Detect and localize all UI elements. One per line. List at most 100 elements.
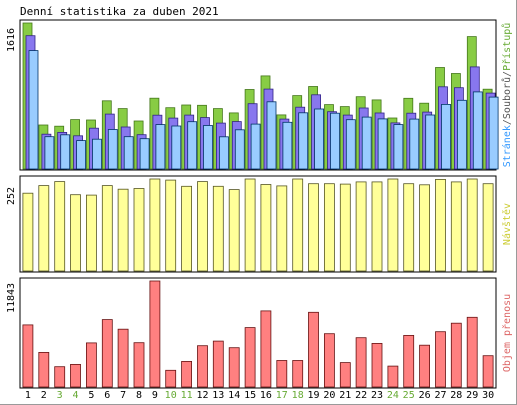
panel-max-label: 252 (6, 187, 17, 205)
bar (371, 342, 383, 388)
bar (387, 178, 399, 272)
x-tick-label: 9 (152, 390, 158, 401)
bar (197, 181, 208, 272)
bar (260, 310, 272, 388)
legend-entry: Objem přenosu (501, 294, 513, 372)
bar (28, 50, 39, 170)
bar (86, 194, 97, 272)
bar (276, 185, 288, 272)
x-tick-label: 30 (482, 390, 494, 401)
bar (403, 334, 415, 388)
series-Objem přenosu (22, 280, 494, 388)
bar (107, 129, 118, 170)
x-tick-label: 10 (165, 390, 177, 401)
legend-entry: Stránek (501, 125, 513, 167)
bar (86, 342, 97, 388)
panel-mid: 252 Návštěv (6, 175, 513, 273)
bar (266, 101, 277, 170)
x-tick-label: 29 (466, 390, 478, 401)
bar (339, 362, 351, 388)
bar (419, 184, 431, 272)
bar (92, 138, 102, 170)
bar (133, 342, 145, 388)
bar (466, 316, 478, 388)
bar (38, 185, 50, 272)
x-tick-label: 1 (25, 390, 31, 401)
legend-entry: / (502, 119, 513, 125)
bar (409, 118, 420, 170)
bar (54, 366, 66, 388)
x-tick-label: 7 (120, 390, 126, 401)
bar (466, 178, 478, 272)
bar (117, 328, 129, 388)
bar (165, 369, 177, 388)
bar (181, 360, 193, 388)
bar (441, 104, 451, 170)
bar (149, 178, 161, 272)
x-tick-label: 20 (323, 390, 335, 401)
bar (44, 136, 55, 170)
bar (314, 108, 325, 170)
bar (22, 324, 34, 388)
panel-bottom: 11843 Objem přenosu (6, 277, 513, 389)
x-tick-label: 16 (260, 390, 272, 401)
panel-legend: Návštěv (501, 203, 513, 245)
x-tick-label: 8 (136, 390, 142, 401)
legend-entry: Přístupů (501, 23, 513, 71)
bar (228, 189, 240, 272)
bar (482, 183, 494, 272)
bar (54, 181, 66, 272)
bar (117, 188, 129, 272)
bar (155, 124, 166, 170)
bar (308, 183, 319, 272)
bar (472, 91, 483, 170)
x-tick-label: 23 (371, 390, 383, 401)
bar (212, 340, 224, 388)
bar (101, 319, 113, 388)
bar (234, 129, 245, 170)
x-tick-label: 2 (41, 390, 47, 401)
bar (339, 183, 351, 272)
x-tick-label: 11 (181, 390, 193, 401)
bar (330, 112, 340, 170)
bar (276, 360, 288, 388)
x-tick-label: 17 (276, 390, 288, 401)
bar (218, 136, 229, 170)
x-tick-label: 21 (339, 390, 351, 401)
x-tick-label: 24 (387, 390, 399, 401)
x-tick-label: 14 (228, 390, 240, 401)
bar (292, 360, 304, 388)
x-axis-day-labels: 1 2 3 4 5 6 7 8 9 10 11 12 13 14 15 16 17 18 19 20 21 22 23 24 2… (25, 390, 494, 401)
series-Návštěv (22, 178, 494, 272)
x-tick-label: 3 (57, 390, 63, 401)
bar (133, 188, 145, 272)
bar (308, 311, 319, 388)
bar (298, 112, 309, 170)
bar (244, 178, 256, 272)
bar (488, 96, 499, 170)
series-Stránek (28, 50, 499, 170)
bar (123, 136, 134, 170)
panel-legend: Stránek/Souborů/Přístupů (501, 23, 513, 168)
bar (22, 192, 34, 272)
bar (60, 134, 71, 170)
bar (403, 183, 415, 272)
bar (450, 181, 462, 272)
bar (244, 327, 256, 388)
bar (228, 347, 240, 388)
x-tick-label: 27 (434, 390, 446, 401)
legend-entry: Návštěv (501, 203, 513, 245)
bar (212, 185, 224, 272)
bar (387, 365, 399, 388)
bar (76, 140, 86, 170)
bar (70, 194, 81, 272)
bar (345, 119, 356, 170)
bar (425, 114, 436, 170)
bar (70, 363, 81, 388)
bar (171, 125, 182, 170)
bar (355, 181, 367, 272)
bar (377, 118, 388, 170)
